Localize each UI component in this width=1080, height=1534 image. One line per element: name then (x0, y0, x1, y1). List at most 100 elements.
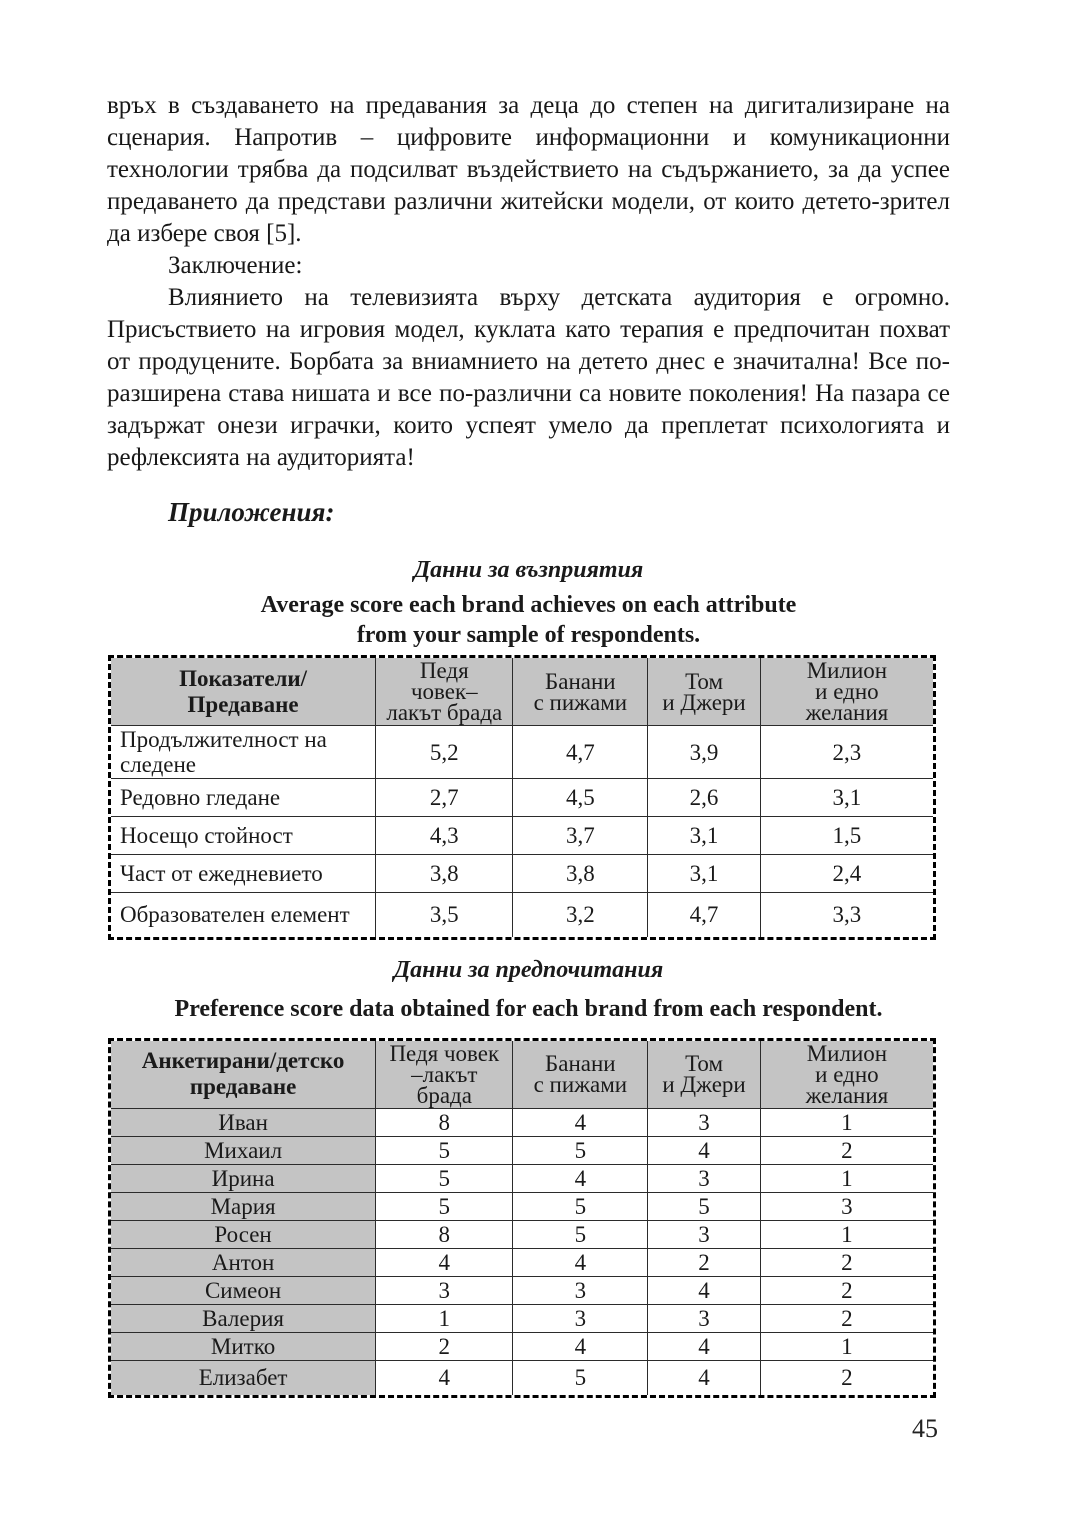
value-cell: 3,7 (512, 816, 649, 855)
value-cell: 3 (647, 1220, 761, 1249)
perception-table-header: Показатели/Предаване Педя човек– лакът бра… (111, 658, 933, 726)
value-cell: 3 (512, 1304, 649, 1333)
row-label: Михаил (111, 1136, 377, 1165)
value-cell: 5,2 (375, 725, 514, 779)
perception-table-frame: Показатели/Предаване Педя човек– лакът бра… (108, 655, 936, 940)
value-cell: 2,4 (759, 854, 933, 893)
table-row: Част от ежедневието 3,8 3,8 3,1 2,4 (111, 854, 933, 893)
value-cell: 2 (759, 1276, 933, 1305)
table-row: Иван 8 4 3 1 (111, 1108, 933, 1137)
value-cell: 4,5 (512, 778, 649, 817)
preference-table-body: Иван 8 4 3 1 Михаил 5 5 4 2 Ирина 5 4 3 1 Мария 5 5 5 3 Росе… (111, 1108, 933, 1395)
value-cell: 4 (512, 1164, 649, 1193)
table-row: Антон 4 4 2 2 (111, 1248, 933, 1277)
column-header-brand-3: Том и Джери (647, 1040, 761, 1109)
table-row: Образователен елемент 3,5 3,2 4,7 3,3 (111, 892, 933, 937)
row-label: Елизабет (111, 1360, 377, 1395)
column-header-brand-3: Том и Джери (647, 658, 761, 726)
page-number: 45 (912, 1413, 938, 1443)
row-label: Иван (111, 1108, 377, 1137)
value-cell: 3,1 (759, 778, 933, 817)
value-cell: 4,3 (375, 816, 514, 855)
value-cell: 2 (759, 1360, 933, 1395)
value-cell: 3 (647, 1108, 761, 1137)
page-content: връх в създаването на предавания за деца… (107, 0, 950, 1444)
value-cell: 5 (512, 1220, 649, 1249)
preference-table-header: Анкетирани/детско предаване Педя човек –ла… (111, 1040, 933, 1109)
value-cell: 4 (512, 1108, 649, 1137)
value-cell: 3,8 (375, 854, 514, 893)
value-cell: 4 (512, 1332, 649, 1361)
conclusion-heading: Заключение: (168, 252, 303, 279)
value-cell: 5 (512, 1192, 649, 1221)
table-row: Росен 8 5 3 1 (111, 1220, 933, 1249)
table-row: Митко 2 4 4 1 (111, 1332, 933, 1361)
row-label: Редовно гледане (111, 778, 377, 817)
value-cell: 2,7 (375, 778, 514, 817)
table-row: Елизабет 4 5 4 2 (111, 1360, 933, 1395)
perception-table-body: Продължителност на следене 5,2 4,7 3,9 2,3 Ре… (111, 725, 933, 937)
value-cell: 4 (375, 1248, 514, 1277)
preference-table-frame: Анкетирани/детско предаване Педя човек –ла… (108, 1037, 936, 1398)
value-cell: 2 (375, 1332, 514, 1361)
column-header-indicators: Показатели/Предаване (111, 658, 377, 726)
value-cell: 3,3 (759, 892, 933, 937)
value-cell: 4 (512, 1248, 649, 1277)
value-cell: 2 (647, 1248, 761, 1277)
row-label: Митко (111, 1332, 377, 1361)
row-label: Симеон (111, 1276, 377, 1305)
perception-table-caption-bg: Данни за възприятия (413, 557, 644, 583)
column-header-brand-2: Банани с пижами (512, 658, 649, 726)
value-cell: 3 (647, 1164, 761, 1193)
body-paragraph-2: Влиянието на телевизията върху детската … (107, 284, 950, 471)
value-cell: 5 (375, 1192, 514, 1221)
value-cell: 1 (759, 1220, 933, 1249)
column-header-brand-1: Педя човек –лакът брада (375, 1040, 514, 1109)
row-label: Росен (111, 1220, 377, 1249)
value-cell: 3,9 (647, 725, 761, 779)
table-row: Михаил 5 5 4 2 (111, 1136, 933, 1165)
perception-table: Показатели/Предаване Педя човек– лакът бра… (111, 658, 933, 937)
preference-table-caption-en: Preference score data obtained for each … (174, 995, 883, 1022)
column-header-respondents: Анкетирани/детско предаване (111, 1040, 377, 1109)
value-cell: 4 (647, 1276, 761, 1305)
body-paragraph-1: връх в създаването на предавания за деца… (107, 92, 950, 247)
column-header-brand-1: Педя човек– лакът брада (375, 658, 514, 726)
value-cell: 2,6 (647, 778, 761, 817)
value-cell: 5 (512, 1360, 649, 1395)
value-cell: 8 (375, 1108, 514, 1137)
value-cell: 3 (759, 1192, 933, 1221)
value-cell: 2 (759, 1304, 933, 1333)
value-cell: 1 (759, 1164, 933, 1193)
value-cell: 8 (375, 1220, 514, 1249)
table-row: Мария 5 5 5 3 (111, 1192, 933, 1221)
value-cell: 5 (375, 1136, 514, 1165)
column-header-brand-4: Милион и едно желания (759, 1040, 933, 1109)
value-cell: 4 (647, 1332, 761, 1361)
perception-table-caption-en: Average score each brand achieves on eac… (260, 592, 797, 648)
row-label: Валерия (111, 1304, 377, 1333)
value-cell: 3,2 (512, 892, 649, 937)
value-cell: 5 (375, 1164, 514, 1193)
value-cell: 3,8 (512, 854, 649, 893)
value-cell: 3 (647, 1304, 761, 1333)
value-cell: 4,7 (647, 892, 761, 937)
value-cell: 3,5 (375, 892, 514, 937)
column-header-brand-2: Банани с пижами (512, 1040, 649, 1109)
value-cell: 5 (647, 1192, 761, 1221)
value-cell: 4 (647, 1360, 761, 1395)
row-label: Ирина (111, 1164, 377, 1193)
row-label: Антон (111, 1248, 377, 1277)
value-cell: 2 (759, 1248, 933, 1277)
value-cell: 2 (759, 1136, 933, 1165)
row-label: Част от ежедневието (111, 854, 377, 893)
value-cell: 1 (759, 1108, 933, 1137)
value-cell: 2,3 (759, 725, 933, 779)
value-cell: 1,5 (759, 816, 933, 855)
appendix-heading: Приложения: (168, 497, 335, 527)
row-label: Мария (111, 1192, 377, 1221)
value-cell: 3 (512, 1276, 649, 1305)
table-row: Ирина 5 4 3 1 (111, 1164, 933, 1193)
value-cell: 1 (759, 1332, 933, 1361)
